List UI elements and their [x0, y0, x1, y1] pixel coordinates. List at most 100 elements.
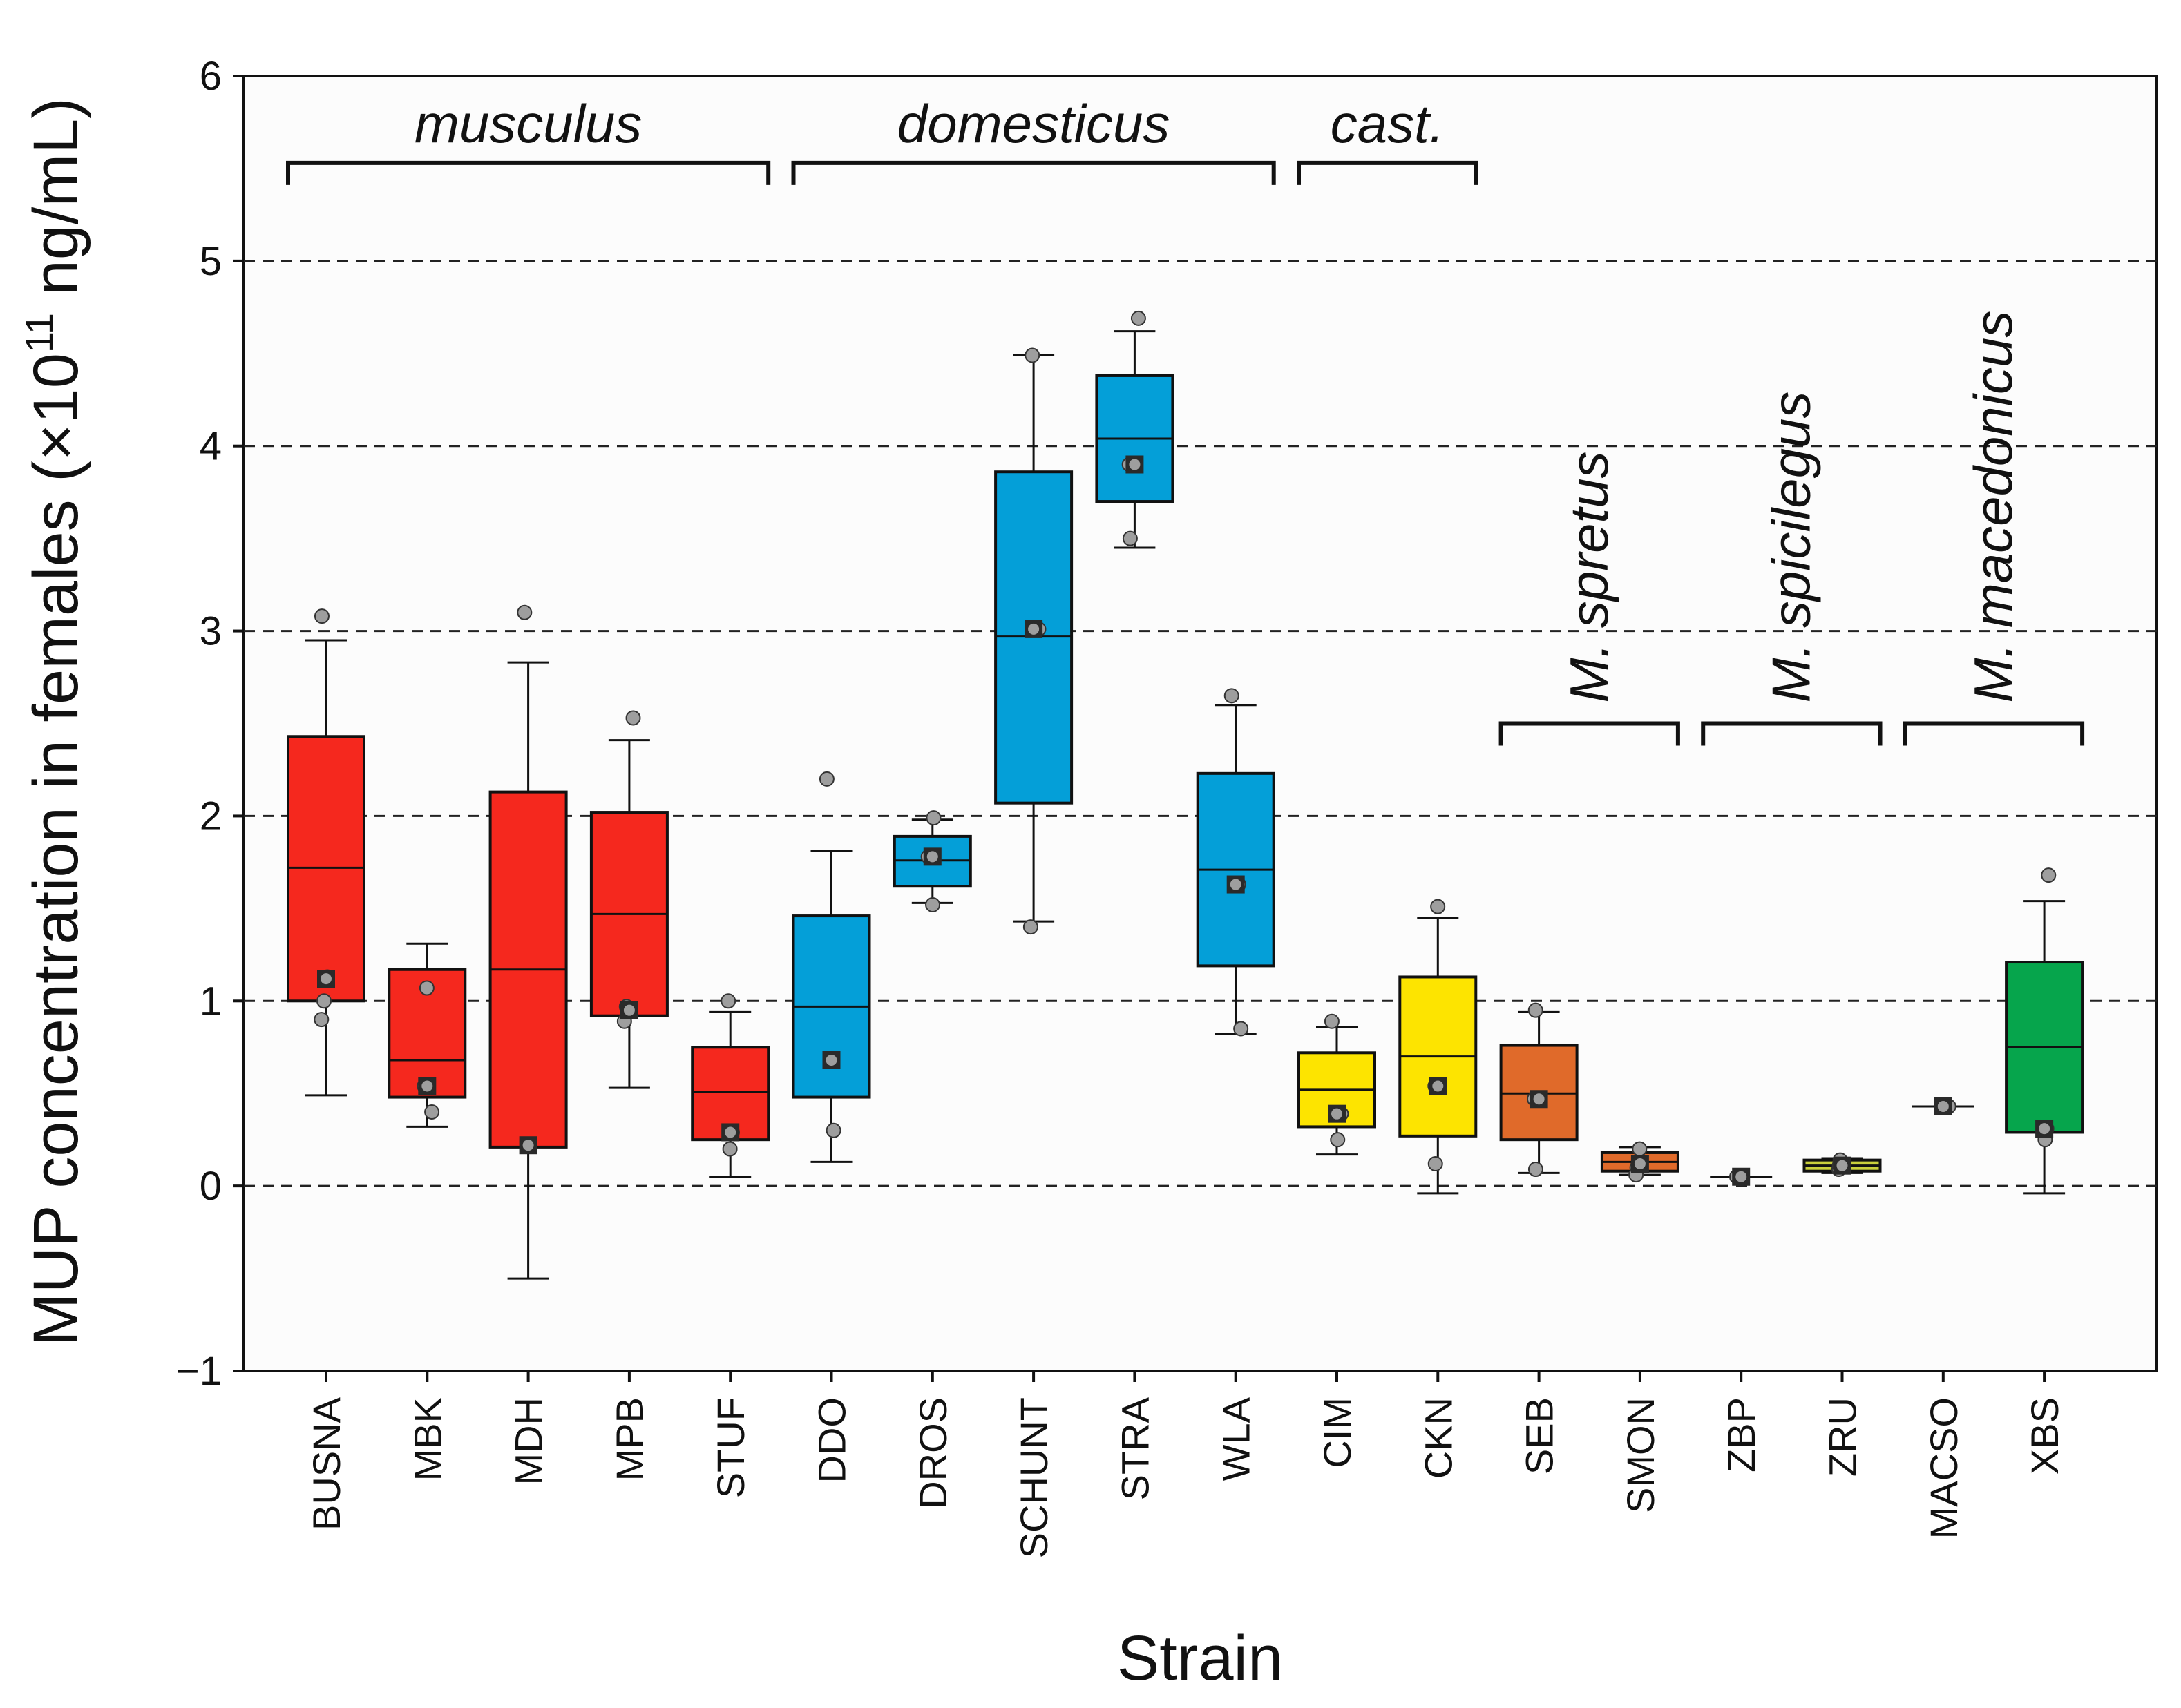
mean-marker-dot [1331, 1108, 1342, 1120]
x-tick-label: MPB [608, 1397, 651, 1481]
data-point [722, 1141, 738, 1157]
x-tick-label: MDH [507, 1397, 551, 1486]
data-point [517, 604, 533, 620]
mean-marker-dot [1533, 1093, 1545, 1105]
x-tick-label: MACSO [1922, 1397, 1965, 1539]
mean-marker-dot [1432, 1080, 1444, 1092]
x-tick-label: SCHUNT [1012, 1397, 1056, 1558]
mean-marker-dot [1735, 1171, 1747, 1182]
group-bracket [1297, 160, 1478, 185]
x-tick-label: DROS [911, 1397, 955, 1509]
box-stra [1095, 310, 1174, 549]
x-tick-label: SMON [1619, 1397, 1662, 1513]
group-label: domesticus [897, 93, 1170, 154]
data-point [721, 993, 736, 1009]
x-tick-label: ZBP [1720, 1397, 1763, 1472]
data-point [2041, 867, 2057, 883]
group-bracket [1701, 721, 1883, 746]
box-xbs [2005, 867, 2084, 1195]
group-label: M. macedonicus [1963, 311, 2023, 703]
group-bracket [1903, 721, 2085, 746]
mean-marker-dot [725, 1126, 736, 1138]
x-tick-label: CIM [1315, 1397, 1359, 1468]
box-series [287, 310, 2084, 1280]
box-ckn [1398, 899, 1478, 1195]
y-axis-title-unit: ng/mL) [21, 97, 91, 313]
mean-marker-dot [1230, 879, 1241, 890]
group-label: musculus [415, 93, 642, 154]
mean-marker-dot [1937, 1100, 1949, 1112]
data-point [1223, 688, 1239, 704]
y-tick-label: 2 [200, 794, 222, 838]
x-tick-label: CKN [1416, 1397, 1460, 1479]
box-mdh [488, 604, 568, 1280]
x-tick-label: STRA [1113, 1397, 1156, 1500]
mean-marker-dot [321, 973, 332, 985]
box-smon [1600, 1141, 1679, 1183]
data-point [1025, 347, 1040, 363]
box-macso [1912, 1097, 1974, 1115]
y-axis-title-exponent: 11 [17, 313, 61, 353]
group-bracket [286, 160, 771, 185]
data-point [1324, 1013, 1340, 1029]
x-tick-label: ZRU [1821, 1397, 1865, 1477]
y-axis: −1 0 1 2 3 4 5 6 [176, 54, 244, 1394]
mean-marker-dot [1028, 623, 1040, 635]
y-tick-label: 6 [200, 54, 222, 99]
x-tick-label: SEB [1518, 1397, 1561, 1475]
data-point [926, 810, 942, 826]
data-point [625, 710, 641, 726]
x-tick-label: WLA [1215, 1397, 1258, 1481]
box-ddo [792, 771, 871, 1163]
data-point [314, 608, 330, 624]
y-tick-label: 4 [200, 424, 222, 469]
group-label: cast. [1331, 93, 1445, 154]
x-tick-label: BUSNA [305, 1397, 348, 1531]
mean-marker-dot [926, 851, 938, 863]
group-label: M. spretus [1559, 451, 1619, 702]
box-busna [287, 608, 365, 1097]
data-point [1430, 899, 1446, 914]
mean-marker-dot [826, 1055, 837, 1066]
group-bracket [1498, 721, 1680, 746]
box-mpb [589, 710, 669, 1089]
y-tick-label: 5 [200, 239, 222, 284]
data-point [925, 897, 941, 912]
data-point [826, 1122, 841, 1138]
data-point [1233, 1021, 1249, 1037]
group-bracket [791, 160, 1276, 185]
y-tick-label: 0 [200, 1164, 222, 1209]
species-group-brackets: musculus domesticus cast. M. spretus M. spic… [286, 93, 2085, 746]
mean-marker-dot [1129, 459, 1141, 470]
data-point [819, 771, 835, 787]
data-point [1427, 1156, 1443, 1171]
box-dros [893, 810, 972, 912]
mean-marker-dot [623, 1004, 635, 1016]
mean-marker-dot [522, 1140, 534, 1151]
data-point [1022, 919, 1038, 935]
data-point [1130, 310, 1146, 326]
y-tick-label: 1 [200, 979, 222, 1024]
box-zru [1802, 1152, 1882, 1178]
data-point [1527, 1162, 1543, 1178]
mean-marker-dot [2039, 1123, 2050, 1135]
data-point [1527, 1002, 1543, 1018]
x-axis-title: Strain [1117, 1623, 1283, 1693]
data-point [424, 1104, 440, 1120]
box-schunt [994, 347, 1074, 935]
box-seb [1499, 1002, 1579, 1178]
box-wla [1196, 688, 1275, 1037]
box-mbk [388, 942, 467, 1128]
x-tick-label: STUF [709, 1397, 752, 1498]
data-point [1632, 1141, 1648, 1157]
box-stuf [691, 993, 770, 1178]
mean-marker-dot [421, 1080, 433, 1092]
data-point [1122, 530, 1138, 546]
x-tick-label: MBK [406, 1397, 449, 1481]
box-zbp [1710, 1167, 1773, 1186]
box-cim [1297, 1013, 1376, 1156]
y-tick-label: 3 [200, 609, 222, 654]
x-tick-label: DDO [810, 1397, 854, 1483]
data-point [1330, 1132, 1346, 1148]
